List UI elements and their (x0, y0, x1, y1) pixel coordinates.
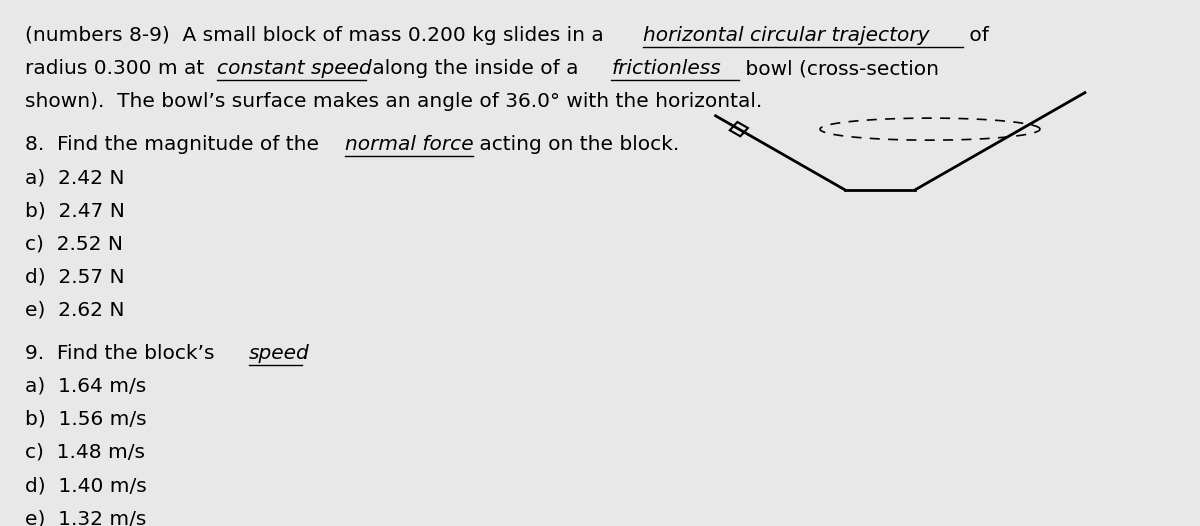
Text: d)  1.40 m/s: d) 1.40 m/s (25, 476, 146, 495)
Text: 8.  Find the magnitude of the: 8. Find the magnitude of the (25, 135, 325, 154)
Text: b)  1.56 m/s: b) 1.56 m/s (25, 410, 146, 429)
Text: e)  1.32 m/s: e) 1.32 m/s (25, 509, 146, 526)
Text: of: of (962, 26, 989, 45)
Text: e)  2.62 N: e) 2.62 N (25, 301, 125, 320)
Text: radius 0.300 m at: radius 0.300 m at (25, 59, 211, 78)
Text: a)  2.42 N: a) 2.42 N (25, 168, 125, 187)
Text: acting on the block.: acting on the block. (473, 135, 679, 154)
Text: c)  2.52 N: c) 2.52 N (25, 235, 124, 254)
Text: 9.  Find the block’s: 9. Find the block’s (25, 343, 221, 363)
Text: along the inside of a: along the inside of a (366, 59, 584, 78)
Text: d)  2.57 N: d) 2.57 N (25, 268, 125, 287)
Text: shown).  The bowl’s surface makes an angle of 36.0° with the horizontal.: shown). The bowl’s surface makes an angl… (25, 92, 762, 111)
Text: (numbers 8-9)  A small block of mass 0.200 kg slides in a: (numbers 8-9) A small block of mass 0.20… (25, 26, 610, 45)
Text: horizontal circular trajectory: horizontal circular trajectory (643, 26, 930, 45)
Text: frictionless: frictionless (611, 59, 721, 78)
Text: a)  1.64 m/s: a) 1.64 m/s (25, 377, 146, 396)
Text: constant speed: constant speed (217, 59, 372, 78)
Text: c)  1.48 m/s: c) 1.48 m/s (25, 443, 145, 462)
Text: normal force: normal force (344, 135, 473, 154)
Text: speed: speed (248, 343, 310, 363)
Text: .: . (302, 343, 308, 363)
Text: bowl (cross-section: bowl (cross-section (739, 59, 940, 78)
Text: b)  2.47 N: b) 2.47 N (25, 201, 125, 220)
